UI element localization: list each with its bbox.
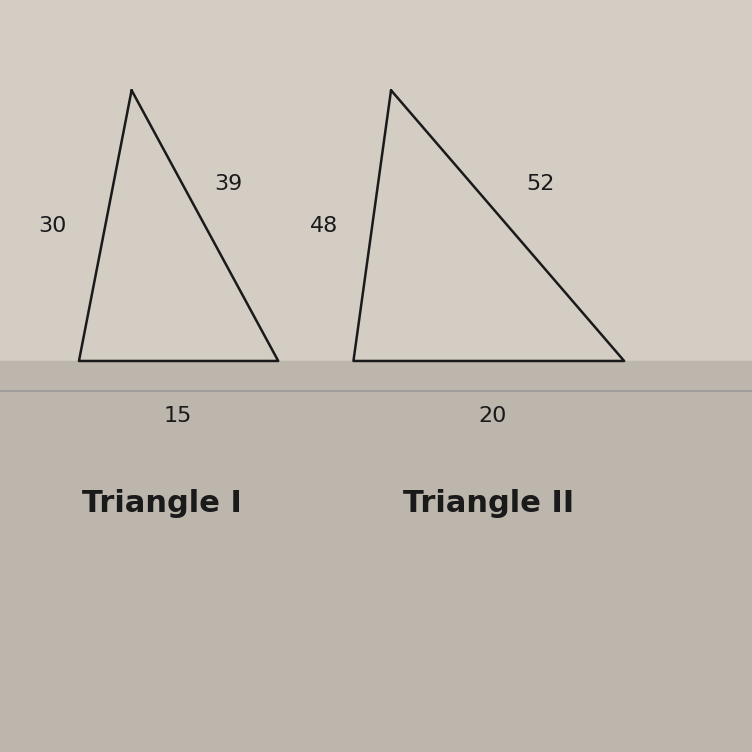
Text: Triangle II: Triangle II xyxy=(403,490,575,518)
Text: 15: 15 xyxy=(164,406,193,426)
Text: 48: 48 xyxy=(310,216,338,235)
Text: 39: 39 xyxy=(214,174,243,194)
Text: 20: 20 xyxy=(478,406,507,426)
Text: Triangle I: Triangle I xyxy=(82,490,241,518)
Bar xyxy=(0,0,752,361)
Text: 30: 30 xyxy=(38,216,66,235)
Text: 52: 52 xyxy=(526,174,555,194)
Bar xyxy=(0,361,752,752)
